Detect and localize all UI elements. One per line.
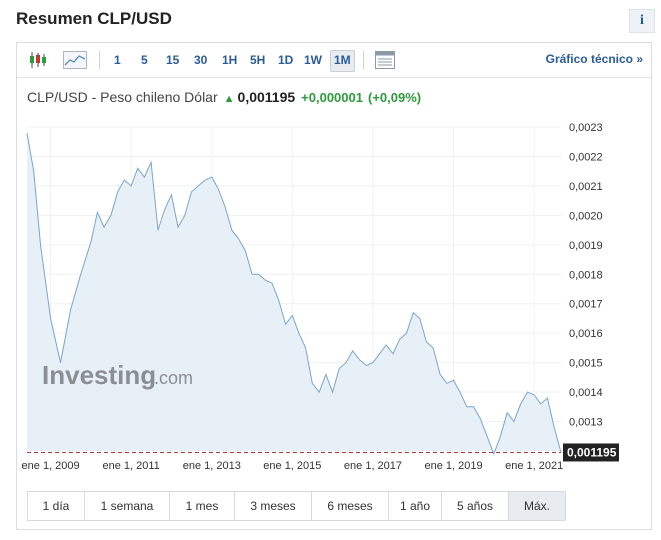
x-tick-label: ene 1, 2013 [183, 460, 241, 472]
y-tick-label: 0,0016 [569, 328, 603, 340]
price-change-percent: (+0,09%) [367, 90, 422, 105]
y-tick-label: 0,0020 [569, 210, 603, 222]
y-tick-label: 0,0017 [569, 299, 603, 311]
range-max[interactable]: Máx. [509, 492, 565, 520]
y-tick-label: 0,0013 [569, 417, 603, 429]
candlestick-chart-icon[interactable] [27, 50, 49, 70]
x-axis: ene 1, 2009 ene 1, 2011 ene 1, 2013 ene 1, … [22, 460, 564, 472]
range-1-week[interactable]: 1 semana [85, 492, 170, 520]
interval-1w[interactable]: 1W [304, 53, 322, 67]
interval-5[interactable]: 5 [141, 53, 148, 67]
info-button[interactable]: i [629, 9, 655, 33]
current-price-badge [563, 443, 619, 462]
interval-1[interactable]: 1 [114, 53, 121, 67]
x-tick-label: ene 1, 2009 [22, 460, 80, 472]
investing-watermark: Investing [42, 360, 156, 390]
range-1-month[interactable]: 1 mes [170, 492, 235, 520]
y-tick-label: 0,0023 [569, 122, 603, 134]
range-3-months[interactable]: 3 meses [235, 492, 312, 520]
interval-30[interactable]: 30 [194, 53, 208, 67]
interval-15[interactable]: 15 [166, 53, 180, 67]
quote-line: CLP/USD - Peso chileno Dólar ▲ 0,001195 +0,… [27, 89, 421, 105]
table-view-icon[interactable] [374, 50, 396, 70]
current-price-label: 0,001195 [567, 445, 617, 459]
range-1-day[interactable]: 1 día [28, 492, 85, 520]
interval-5h[interactable]: 5H [250, 53, 266, 67]
range-5-years[interactable]: 5 años [442, 492, 509, 520]
range-1-year[interactable]: 1 año [389, 492, 442, 520]
price-line [26, 132, 562, 456]
y-tick-label: 0,0022 [569, 151, 603, 163]
toolbar-divider [99, 51, 100, 69]
x-tick-label: ene 1, 2015 [263, 460, 321, 472]
interval-1h[interactable]: 1H [222, 53, 238, 67]
x-tick-label: ene 1, 2017 [344, 460, 402, 472]
last-price: 0,001195 [237, 89, 296, 105]
up-arrow-icon: ▲ [223, 93, 235, 105]
interval-1m[interactable]: 1M [330, 50, 355, 72]
time-range-selector: 1 día 1 semana 1 mes 3 meses 6 meses 1 a… [27, 491, 566, 521]
price-chart[interactable]: Investing .com 0,00230,00220,00210,00200… [17, 117, 651, 477]
technical-chart-link[interactable]: Gráfico técnico » [545, 52, 643, 66]
price-area [27, 132, 561, 454]
range-6-months[interactable]: 6 meses [312, 492, 389, 520]
y-tick-label: 0,0018 [569, 269, 603, 281]
x-tick-label: ene 1, 2021 [505, 460, 563, 472]
y-tick-label: 0,0021 [569, 181, 603, 193]
y-axis: 0,0023 0,0022 0,0021 0,0020 0,0019 0,0018 0,00… [569, 122, 603, 429]
x-tick-label: ene 1, 2019 [424, 460, 482, 472]
interval-1d[interactable]: 1D [278, 53, 294, 67]
x-tick-label: ene 1, 2011 [103, 460, 160, 472]
toolbar-divider [363, 51, 364, 69]
price-change: +0,000001 [301, 90, 363, 105]
area-chart-icon[interactable] [63, 50, 87, 70]
y-tick-label: 0,0019 [569, 240, 603, 252]
y-tick-label: 0,0014 [569, 387, 603, 399]
chart-toolbar: 1 5 15 30 1H 5H 1D 1W 1M Gráfico técnico… [17, 43, 651, 78]
y-tick-label: 0,0015 [569, 358, 603, 370]
page-title: Resumen CLP/USD [16, 9, 172, 28]
chart-panel: 1 5 15 30 1H 5H 1D 1W 1M Gráfico técnico… [16, 42, 652, 530]
investing-watermark-suffix: .com [154, 368, 193, 388]
instrument-name: CLP/USD - Peso chileno Dólar [27, 89, 218, 105]
